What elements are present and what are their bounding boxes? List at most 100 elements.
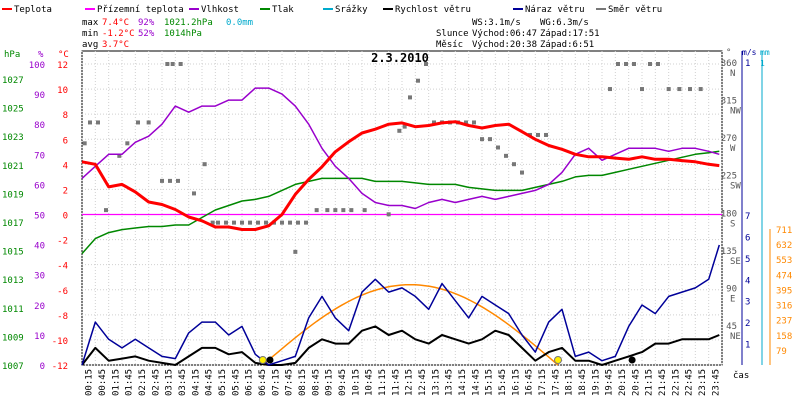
time-axis-label: čas [733,370,749,381]
pct-tick-label: 30 [34,272,45,282]
dir-tick-label: 270 [721,134,737,144]
wind-direction-point [224,220,228,225]
wind-direction-point [296,220,300,225]
pct-tick-label: 0 [40,362,45,372]
wind-direction-point [280,220,284,225]
chart-title: 2.3.2010 [371,51,429,65]
solar-tick-label: 79 [776,347,787,357]
pct-tick-label: 20 [34,302,45,312]
sun-marker [258,356,267,364]
x-tick-label: 20:45 [631,369,641,396]
temp-tick-label: 8 [63,111,68,121]
hpa-tick-label: 1015 [2,248,24,258]
wind-direction-point [256,220,260,225]
wind-direction-point [362,208,367,213]
dir-tick-label: 225 [721,172,737,182]
stats-min-temp: -1.2°C [102,29,135,39]
dir-name-label: SW [730,182,741,192]
moon-rise-info: Východ:20:38 [472,40,537,50]
wind-direction-point [698,87,703,92]
wind-direction-point [304,220,308,225]
x-tick-label: 22:45 [685,369,695,396]
series-line-teplota [81,120,720,231]
wind-direction-point [416,78,420,83]
wind-ws-info: WS:3.1m/s [472,18,521,28]
x-tick-label: 12:15 [405,369,415,396]
x-tick-label: 22:15 [671,369,681,396]
x-tick-label: 18:15 [565,369,575,396]
moon-marker [266,356,274,364]
wind-direction-point [544,132,548,137]
wind-direction-point [624,62,628,66]
x-tick-label: 01:15 [111,369,121,396]
x-tick-label: 10:45 [365,369,375,396]
wind-direction-point [520,170,524,175]
x-tick-label: 16:45 [525,369,535,396]
hpa-tick-label: 1027 [2,76,24,86]
wind-direction-point [240,220,244,225]
temp-tick-label: -8 [57,312,68,322]
solar-radiation-line [262,283,559,366]
dir-name-label: NW [730,107,741,117]
hpa-axis-unit: hPa [4,50,20,60]
x-tick-label: 12:45 [418,369,428,396]
x-tick-label: 13:45 [445,369,455,396]
series-line-n-raz-v-tru [81,244,721,366]
pct-axis-unit: % [38,50,44,60]
wind-direction-point [264,220,268,225]
temp-tick-label: -2 [57,237,68,247]
wind-direction-point [496,145,500,150]
wind-direction-point [202,162,207,167]
x-tick-label: 23:15 [698,369,708,396]
stats-avg-temp: 3.7°C [102,40,129,50]
x-tick-label: 00:15 [85,369,95,396]
pct-tick-label: 100 [29,61,45,71]
x-tick-label: 17:45 [551,369,561,396]
x-tick-label: 06:15 [245,369,255,396]
wind-direction-point [408,95,412,100]
wind-direction-point [88,120,92,125]
dir-tick-label: 45 [726,322,737,332]
sun-marker [554,356,562,364]
x-tick-label: 08:45 [311,369,321,396]
wind-direction-point [232,220,236,225]
x-tick-label: 16:15 [511,369,521,396]
temp-tick-label: -4 [57,262,68,272]
temp-tick-label: 6 [63,136,68,146]
wind-direction-point [146,120,151,125]
wind-direction-point [536,132,540,137]
solar-tick-label: 395 [776,286,792,296]
x-tick-label: 13:15 [431,369,441,396]
temp-tick-label: 4 [63,161,68,171]
dir-tick-label: 180 [721,209,737,219]
x-tick-label: 17:15 [538,369,548,396]
wind-direction-point [432,120,436,125]
x-tick-label: 06:45 [258,369,268,396]
series-line-rychlost-v-tru [81,325,720,366]
x-tick-label: 14:15 [458,369,468,396]
x-tick-label: 01:45 [125,369,135,396]
wind-direction-point [386,212,391,217]
wind-direction-point [176,178,180,183]
pct-tick-label: 70 [34,151,45,161]
x-tick-label: 07:45 [285,369,295,396]
ms-tick-label: 1 [745,341,750,351]
wind-direction-point [248,220,252,225]
legend-label: Teplota [14,5,52,15]
ms-tick-label: 2 [745,319,750,329]
ms-axis-unit: m/s [742,48,757,57]
dir-name-label: N [730,69,735,79]
wind-direction-point [472,120,476,125]
legend-label: Tlak [272,5,294,15]
wind-direction-point [341,208,346,213]
x-tick-label: 18:45 [578,369,588,396]
ms-tick-label: 1 [745,59,750,69]
x-tick-label: 05:45 [231,369,241,396]
x-tick-label: 09:15 [325,369,335,396]
ms-tick-label: 3 [745,298,750,308]
hpa-tick-label: 1009 [2,333,24,343]
sun-rise-info: Východ:06:47 [472,29,537,39]
x-tick-label: 20:15 [618,369,628,396]
x-tick-label: 21:45 [658,369,668,396]
legend-label: Rychlost větru [395,5,471,15]
